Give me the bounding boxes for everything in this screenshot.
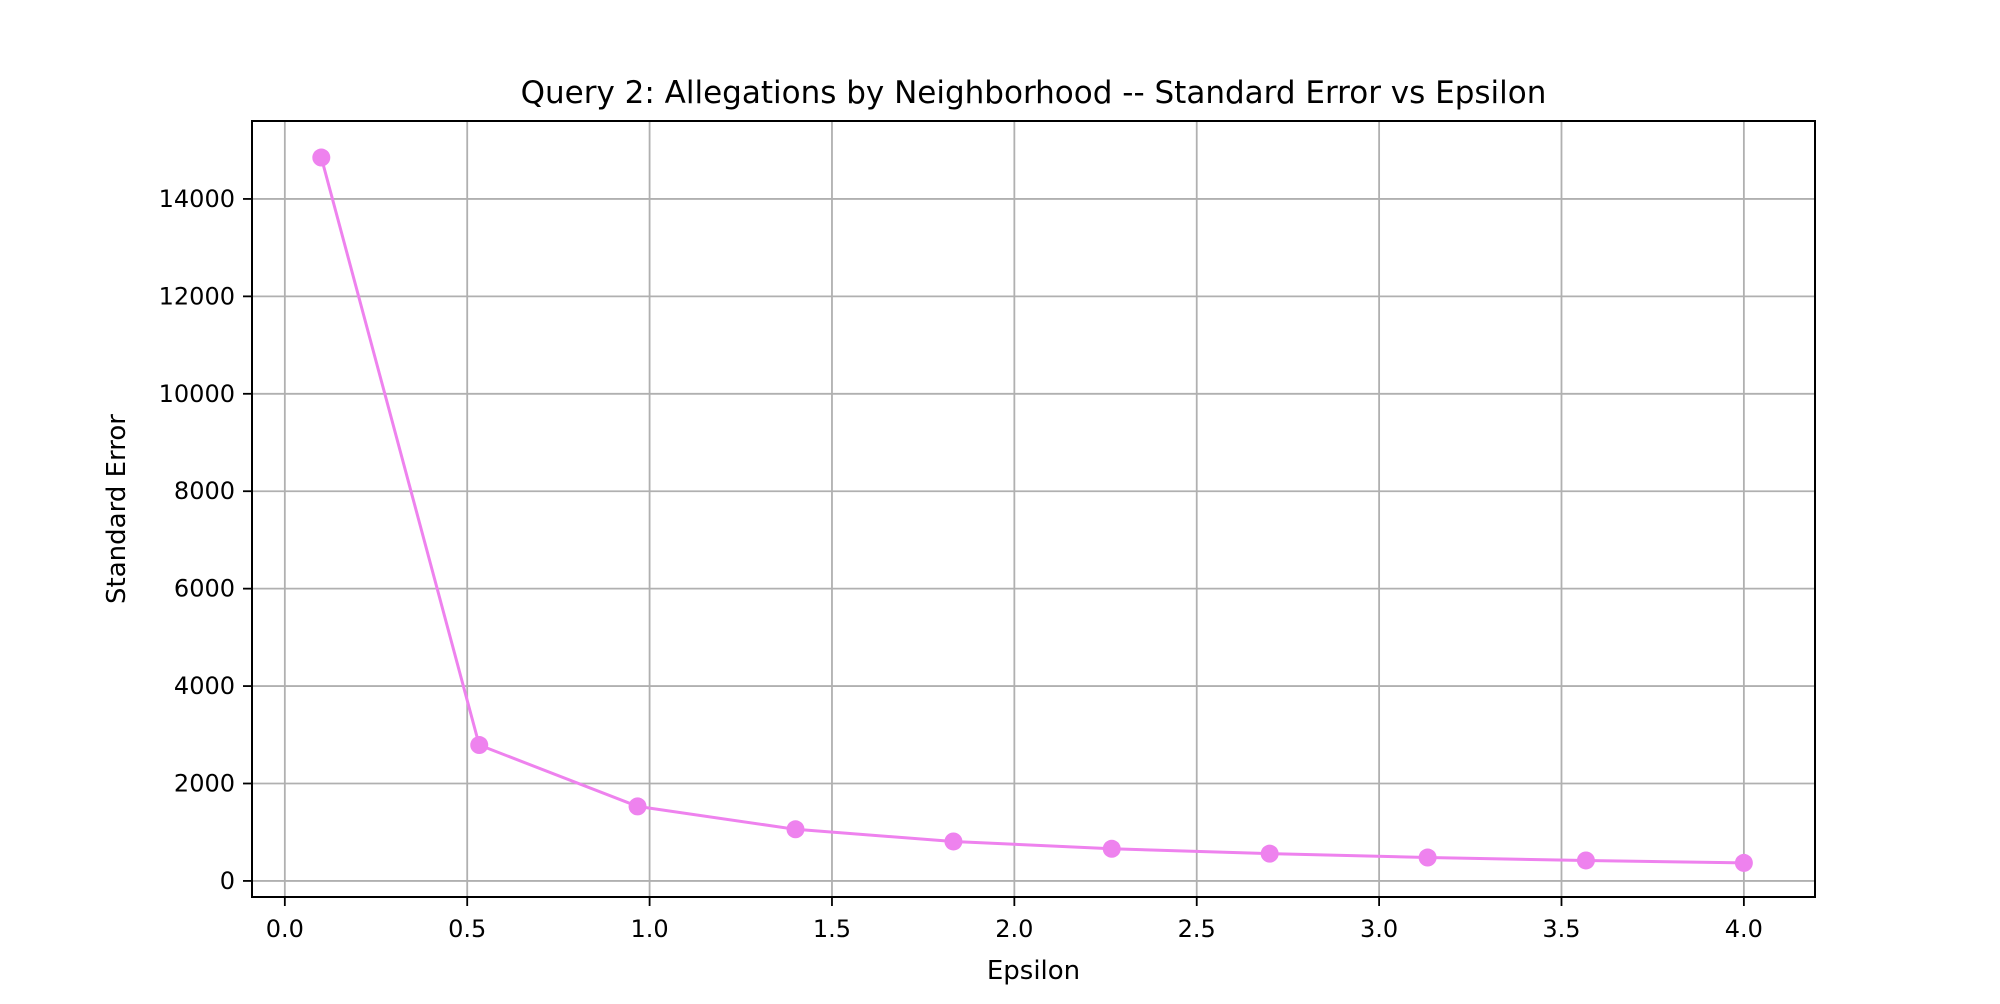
y-tick-label: 2000	[174, 769, 235, 797]
data-point	[786, 820, 805, 839]
y-tick-label: 0	[220, 867, 235, 895]
x-tick-label: 0.0	[266, 915, 304, 943]
x-tick-label: 4.0	[1725, 915, 1763, 943]
x-tick-label: 0.5	[448, 915, 486, 943]
plot-area-frame	[251, 120, 1816, 898]
x-tick-label: 3.0	[1360, 915, 1398, 943]
x-tick-label: 1.5	[813, 915, 851, 943]
series-layer	[312, 148, 1753, 872]
data-point	[944, 832, 963, 851]
y-tick-label: 8000	[174, 477, 235, 505]
data-point	[1260, 844, 1279, 863]
data-point	[1734, 853, 1753, 872]
data-point	[312, 148, 331, 167]
y-tick-label: 12000	[159, 282, 235, 310]
data-point	[1418, 848, 1437, 867]
y-tick-label: 4000	[174, 672, 235, 700]
data-point	[1576, 851, 1595, 870]
data-point	[628, 797, 647, 816]
y-tick-label: 6000	[174, 575, 235, 603]
data-point	[470, 736, 489, 755]
grid	[252, 121, 1815, 897]
x-tick-label: 1.0	[631, 915, 669, 943]
x-axis-label: Epsilon	[987, 956, 1080, 986]
data-point	[1102, 839, 1121, 858]
y-tick-label: 14000	[159, 185, 235, 213]
x-tick-label: 2.0	[995, 915, 1033, 943]
x-tick-label: 3.5	[1542, 915, 1580, 943]
y-axis-label: Standard Error	[102, 414, 132, 604]
y-tick-label: 10000	[159, 380, 235, 408]
x-tick-label: 2.5	[1178, 915, 1216, 943]
series-line	[319, 157, 1744, 865]
chart-title: Query 2: Allegations by Neighborhood -- …	[521, 75, 1547, 111]
axis-ticks: 0.0 0.5 1.0 1.5 2.0 2.5 3.0 3.5 4.0 0 2000 4000 6000…	[159, 185, 1763, 943]
